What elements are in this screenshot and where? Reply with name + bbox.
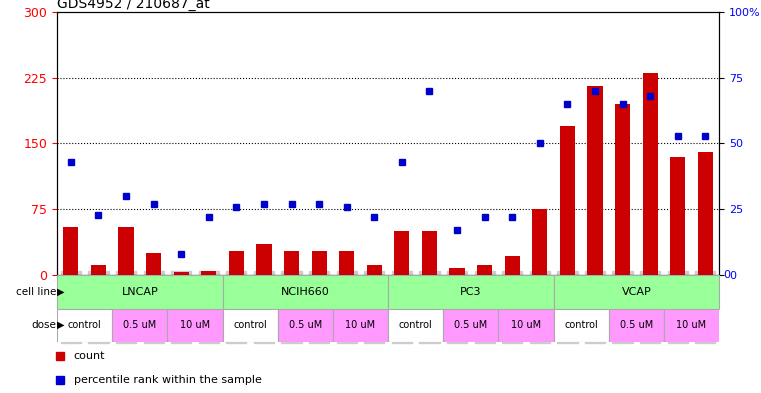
Bar — [505, 256, 520, 275]
Text: cell line: cell line — [16, 287, 56, 297]
Bar — [222, 275, 388, 309]
Text: NCIH660: NCIH660 — [281, 287, 330, 297]
Text: 0.5 uM: 0.5 uM — [123, 320, 157, 330]
Text: 0: 0 — [723, 270, 731, 280]
Bar — [560, 126, 575, 275]
Bar — [174, 272, 189, 275]
Bar — [532, 209, 547, 275]
Bar — [229, 250, 244, 275]
Text: LNCAP: LNCAP — [122, 287, 158, 297]
Bar — [146, 253, 161, 275]
Bar — [201, 271, 216, 275]
Bar — [256, 244, 272, 275]
Bar — [615, 104, 630, 275]
Bar — [394, 231, 409, 275]
Bar — [367, 264, 382, 275]
Bar — [443, 309, 498, 342]
Bar — [57, 309, 113, 342]
Bar — [388, 309, 443, 342]
Bar — [167, 309, 222, 342]
Bar — [333, 309, 388, 342]
Bar — [553, 275, 719, 309]
Bar — [311, 250, 326, 275]
Text: 10 uM: 10 uM — [345, 320, 376, 330]
Text: 10 uM: 10 uM — [677, 320, 707, 330]
Bar — [113, 309, 167, 342]
Bar — [91, 264, 106, 275]
Text: 0.5 uM: 0.5 uM — [454, 320, 488, 330]
Bar — [63, 227, 78, 275]
Text: PC3: PC3 — [460, 287, 482, 297]
Bar — [609, 309, 664, 342]
Text: 0.5 uM: 0.5 uM — [288, 320, 322, 330]
Text: control: control — [68, 320, 101, 330]
Text: count: count — [74, 351, 105, 361]
Bar — [553, 309, 609, 342]
Text: GDS4952 / 210687_at: GDS4952 / 210687_at — [57, 0, 210, 11]
Text: 0.5 uM: 0.5 uM — [619, 320, 653, 330]
Text: dose: dose — [32, 320, 56, 330]
Bar — [498, 309, 553, 342]
Bar — [698, 152, 713, 275]
Bar — [587, 86, 603, 275]
Text: control: control — [565, 320, 598, 330]
Text: ▶: ▶ — [57, 320, 65, 330]
Bar — [664, 309, 719, 342]
Text: control: control — [234, 320, 267, 330]
Text: VCAP: VCAP — [622, 287, 651, 297]
Text: percentile rank within the sample: percentile rank within the sample — [74, 375, 262, 385]
Bar — [642, 73, 658, 275]
Bar — [119, 227, 134, 275]
Bar — [57, 275, 222, 309]
Text: 10 uM: 10 uM — [180, 320, 210, 330]
Bar — [278, 309, 333, 342]
Bar — [388, 275, 553, 309]
Text: ▶: ▶ — [57, 287, 65, 297]
Text: control: control — [399, 320, 432, 330]
Text: 10 uM: 10 uM — [511, 320, 541, 330]
Bar — [670, 156, 686, 275]
Bar — [222, 309, 278, 342]
Bar — [450, 268, 465, 275]
Bar — [477, 264, 492, 275]
Bar — [339, 250, 355, 275]
Bar — [422, 231, 437, 275]
Bar — [284, 250, 299, 275]
